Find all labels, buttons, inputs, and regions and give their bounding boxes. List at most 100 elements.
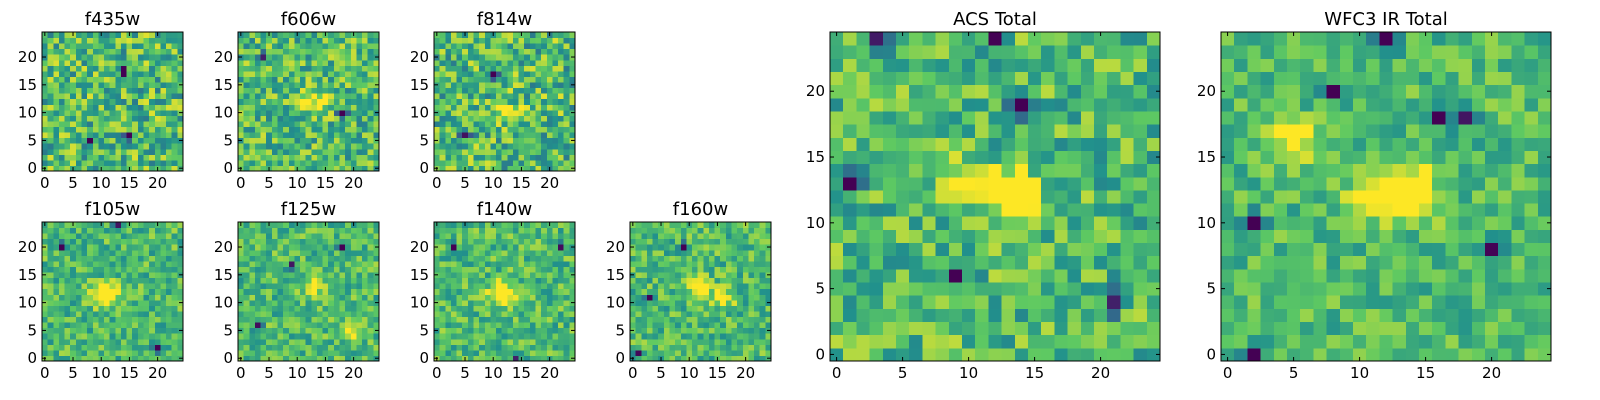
heatmap-cell <box>725 305 733 312</box>
heatmap-cell <box>132 316 139 323</box>
heatmap-cell <box>137 255 145 262</box>
heatmap-cell <box>843 334 857 349</box>
heatmap-cell <box>171 154 178 161</box>
heatmap-cell <box>507 316 514 323</box>
heatmap-cell <box>641 283 648 290</box>
heatmap-cell <box>541 143 548 150</box>
heatmap-cell <box>87 43 94 50</box>
heatmap-cell <box>333 48 341 55</box>
heatmap-cell <box>345 277 352 284</box>
heatmap-cell <box>70 148 77 155</box>
heatmap-cell <box>277 249 284 256</box>
heatmap-cell <box>439 288 446 295</box>
heatmap-cell <box>714 322 721 329</box>
heatmap-cell <box>484 154 491 161</box>
heatmap-cell <box>53 344 60 351</box>
heatmap-cell <box>501 115 508 122</box>
heatmap-cell <box>473 54 480 61</box>
heatmap-cell <box>552 244 559 251</box>
heatmap-cell <box>541 233 548 240</box>
heatmap-cell <box>58 54 66 61</box>
heatmap-cell <box>53 165 60 172</box>
heatmap-cell <box>47 355 54 362</box>
heatmap-cell <box>87 277 94 284</box>
heatmap-cell <box>484 327 491 334</box>
heatmap-cell <box>64 93 71 100</box>
heatmap-cell <box>47 54 54 61</box>
heatmap-cell <box>558 327 565 334</box>
heatmap-cell <box>154 37 161 44</box>
heatmap-cell <box>92 104 99 111</box>
heatmap-cell <box>962 216 976 230</box>
heatmap-cell <box>529 344 537 351</box>
heatmap-cell <box>558 255 565 262</box>
heatmap-cell <box>697 222 704 229</box>
heatmap-cell <box>109 32 116 39</box>
heatmap-cell <box>339 288 346 295</box>
heatmap-cell <box>935 334 950 349</box>
heatmap-cell <box>725 294 733 301</box>
heatmap-cell <box>490 76 497 83</box>
heatmap-cell <box>948 203 963 217</box>
heatmap-cell <box>362 76 369 83</box>
heatmap-cell <box>171 104 178 111</box>
heatmap-cell <box>759 299 766 306</box>
heatmap-cell <box>305 333 312 340</box>
heatmap-cell <box>277 277 284 284</box>
heatmap-cell <box>754 349 761 356</box>
heatmap-cell <box>725 288 733 295</box>
heatmap-cell <box>484 338 491 345</box>
heatmap-cell <box>64 344 71 351</box>
heatmap-cell <box>507 322 514 329</box>
heatmap-cell <box>243 338 250 345</box>
heatmap-cell <box>1041 216 1055 230</box>
heatmap-cell <box>367 37 374 44</box>
heatmap-cell <box>462 43 469 50</box>
heatmap-cell <box>177 76 184 83</box>
heatmap-cell <box>120 93 128 100</box>
heatmap-cell <box>552 148 559 155</box>
heatmap-cell <box>462 143 469 150</box>
heatmap-cell <box>563 59 570 66</box>
heatmap-cell <box>675 344 682 351</box>
heatmap-cell <box>277 222 284 229</box>
heatmap-cell <box>328 104 335 111</box>
heatmap-cell <box>484 233 491 240</box>
heatmap-cell <box>529 322 537 329</box>
heatmap-cell <box>450 98 458 105</box>
heatmap-cell <box>896 176 910 191</box>
heatmap-cell <box>680 299 687 306</box>
heatmap-cell <box>558 65 565 72</box>
heatmap-cell <box>260 272 267 279</box>
y-tick-label: 5 <box>27 131 37 149</box>
heatmap-cell <box>439 48 446 55</box>
heatmap-cell <box>708 288 716 295</box>
heatmap-cell <box>708 327 716 334</box>
heatmap-cell <box>462 294 469 301</box>
heatmap-cell <box>120 120 128 128</box>
heatmap-cell <box>496 355 503 362</box>
heatmap-cell <box>479 87 486 94</box>
heatmap-cell <box>479 32 486 39</box>
heatmap-cell <box>243 233 250 240</box>
heatmap-cell <box>305 238 312 245</box>
heatmap-cell <box>42 115 49 122</box>
heatmap-cell <box>171 283 178 290</box>
heatmap-cell <box>434 76 441 83</box>
heatmap-cell <box>490 316 497 323</box>
heatmap-cell <box>546 244 553 251</box>
heatmap-cell <box>541 344 548 351</box>
heatmap-cell <box>356 48 363 55</box>
heatmap-cell <box>692 272 699 279</box>
heatmap-cell <box>305 327 312 334</box>
heatmap-cell <box>737 266 744 273</box>
heatmap-cell <box>445 233 452 240</box>
heatmap-cell <box>249 277 256 284</box>
heatmap-cell <box>339 115 346 122</box>
heatmap-cell <box>737 272 744 279</box>
heatmap-cell <box>333 93 341 100</box>
heatmap-cell <box>479 70 486 77</box>
heatmap-cell <box>445 327 452 334</box>
heatmap-cell <box>496 238 503 245</box>
heatmap-cell <box>160 87 167 94</box>
